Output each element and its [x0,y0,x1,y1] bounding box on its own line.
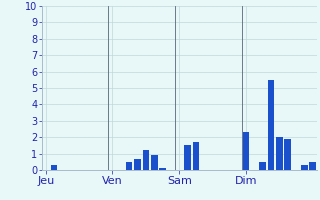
Bar [126,162,132,170]
Bar [159,168,166,170]
Bar [51,165,58,170]
Bar [134,159,141,170]
Bar [151,155,157,170]
Bar [309,162,316,170]
Bar [276,137,283,170]
Bar [142,150,149,170]
Bar [259,162,266,170]
Bar [193,142,199,170]
Bar [284,139,291,170]
Bar [243,132,249,170]
Bar [301,165,308,170]
Bar [268,80,274,170]
Bar [184,145,191,170]
